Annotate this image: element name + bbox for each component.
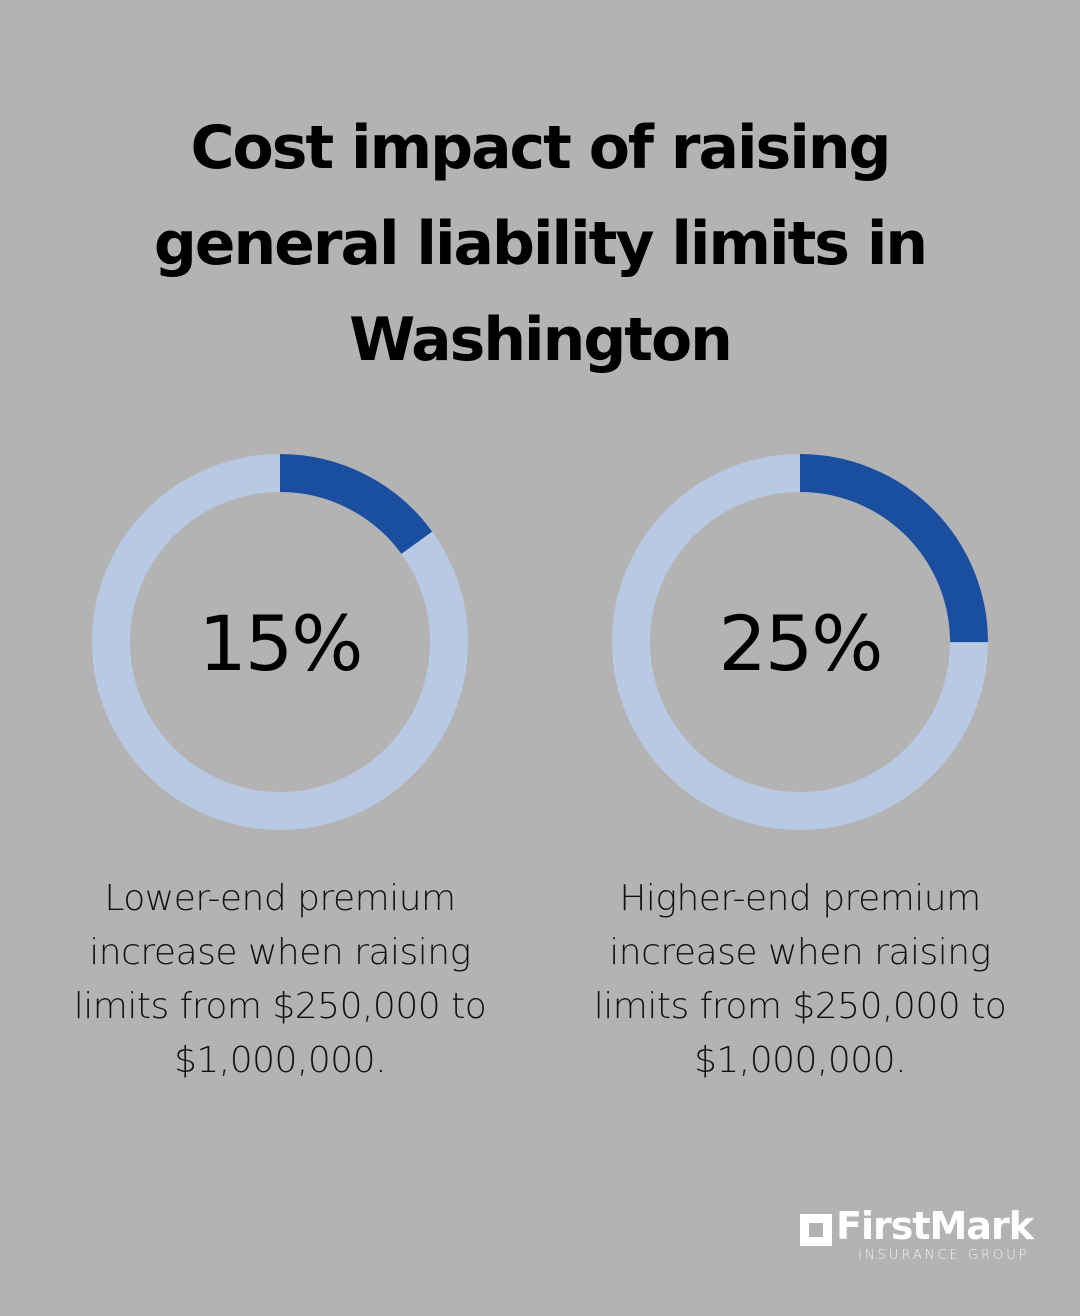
logo-name: FirstMark	[836, 1204, 1034, 1248]
caption-high-line-3: limits from $250,000 to	[593, 986, 1007, 1027]
caption-low: Lower-end premium increase when raising …	[40, 872, 520, 1088]
caption-low-line-1: Lower-end premium	[104, 878, 456, 919]
firstmark-logo: FirstMark INSURANCE GROUP	[800, 1204, 1035, 1270]
caption-high-line-1: Higher-end premium	[619, 878, 981, 919]
page-title: Cost impact of raising general liability…	[40, 100, 1040, 388]
caption-high-line-2: increase when raising	[609, 932, 991, 973]
caption-low-line-3: limits from $250,000 to	[73, 986, 487, 1027]
caption-high-line-4: $1,000,000.	[693, 1040, 907, 1081]
donut-ring-high	[612, 454, 988, 830]
title-line-3: Washington	[349, 305, 733, 375]
caption-low-line-2: increase when raising	[89, 932, 471, 973]
stat-value-low: 15%	[198, 598, 364, 688]
logo-subtitle: INSURANCE GROUP	[858, 1248, 1030, 1263]
caption-low-line-4: $1,000,000.	[173, 1040, 387, 1081]
title-line-2: general liability limits in	[153, 209, 928, 279]
caption-high: Higher-end premium increase when raising…	[560, 872, 1040, 1088]
title-line-1: Cost impact of raising	[190, 113, 892, 183]
logo-square-icon	[800, 1214, 832, 1246]
donut-chart-low: 15%	[90, 453, 470, 833]
donut-chart-high: 25%	[610, 453, 990, 833]
donut-ring-low	[92, 454, 468, 830]
stat-value-high: 25%	[718, 598, 884, 688]
